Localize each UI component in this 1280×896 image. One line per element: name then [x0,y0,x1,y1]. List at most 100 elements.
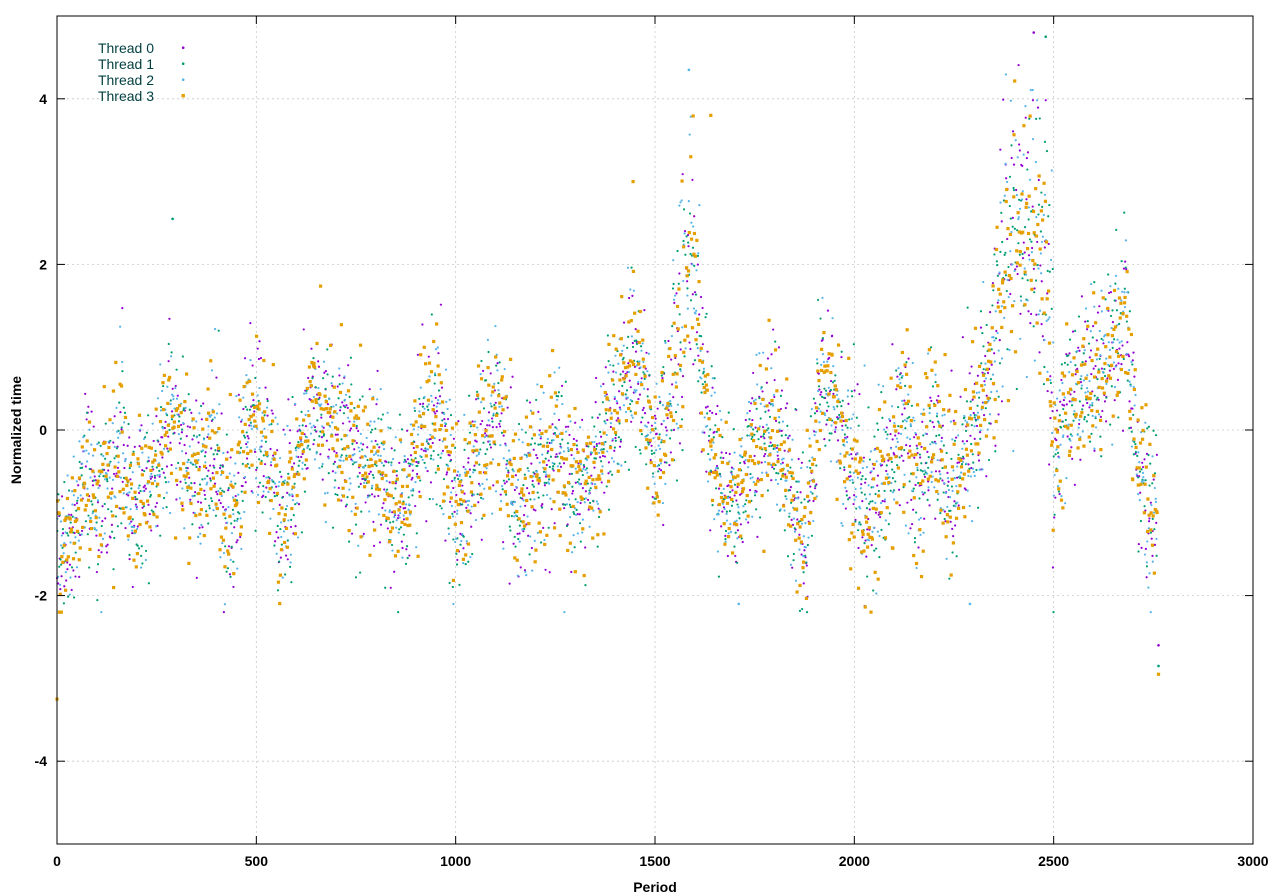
data-point [1150,537,1153,540]
data-point [158,469,161,472]
data-point [309,432,313,435]
data-point [98,475,101,478]
data-point [603,420,606,423]
data-point [338,374,341,377]
data-point [444,422,447,425]
data-point [933,486,936,489]
data-point [599,435,603,438]
data-point [1143,458,1146,461]
data-point [137,413,142,417]
data-point [861,536,864,539]
data-point [1050,307,1053,310]
data-point [941,479,944,482]
data-point [722,522,726,526]
data-point [262,485,265,488]
data-point [124,476,128,480]
data-point [703,380,707,383]
data-point [805,564,808,567]
data-point [397,508,401,512]
data-point [121,360,124,364]
data-point [1015,193,1018,197]
data-point [442,477,446,481]
data-point [871,530,874,533]
data-point [101,505,104,508]
data-point [855,416,858,419]
data-point [296,430,299,433]
data-point [180,428,184,431]
data-point [191,417,195,421]
data-point [1116,338,1119,341]
data-point [1018,149,1021,152]
data-point [970,365,973,368]
data-point [196,535,200,538]
data-point [221,541,224,545]
data-point [176,413,179,416]
data-point [1043,246,1046,249]
data-point [328,407,332,411]
data-point [763,437,766,440]
data-point [499,493,502,496]
data-point [617,436,620,439]
data-point [399,441,403,444]
data-point [891,343,894,346]
data-point [452,486,455,490]
data-point [1090,282,1093,286]
data-point [154,505,157,508]
data-point [1102,339,1105,342]
data-point [614,354,617,357]
data-point [1123,305,1127,309]
data-point [839,452,842,455]
data-point [473,503,477,507]
data-point [303,433,306,436]
data-point [1028,258,1031,261]
data-point [418,397,421,400]
data-point [218,449,221,452]
data-point [411,494,414,497]
data-point [363,477,366,480]
data-point [730,504,734,507]
data-point [184,406,187,410]
data-point [699,335,703,338]
data-point [783,449,786,452]
data-point [427,361,432,365]
data-point [624,460,627,464]
data-point [444,428,448,432]
data-point [804,546,807,549]
data-point [457,420,460,423]
data-point [1050,391,1053,394]
data-point [660,379,665,383]
data-point [904,384,907,387]
data-point [486,448,489,451]
data-point [1115,309,1119,312]
data-point [352,423,356,427]
data-point [1151,554,1154,557]
data-point [952,419,955,422]
data-point [404,506,407,510]
data-point [74,551,77,554]
data-point [898,456,901,459]
data-point [334,471,337,474]
data-point [407,462,410,465]
data-point [281,576,284,579]
data-point [1026,168,1029,171]
data-point [905,443,908,447]
data-point [929,443,932,446]
data-point [605,397,609,401]
data-point [1010,144,1013,147]
data-point [761,471,764,474]
data-point [475,398,478,401]
data-point [396,517,400,520]
data-point [583,482,587,486]
data-point [767,431,770,434]
data-point [437,352,440,355]
data-point [564,493,568,497]
data-point [495,364,498,367]
data-point [682,350,686,354]
data-point [620,295,624,299]
data-point [389,494,393,498]
data-point [190,411,193,414]
data-point [654,427,657,430]
data-point [102,385,106,389]
data-point [188,408,191,411]
data-point [612,334,616,338]
